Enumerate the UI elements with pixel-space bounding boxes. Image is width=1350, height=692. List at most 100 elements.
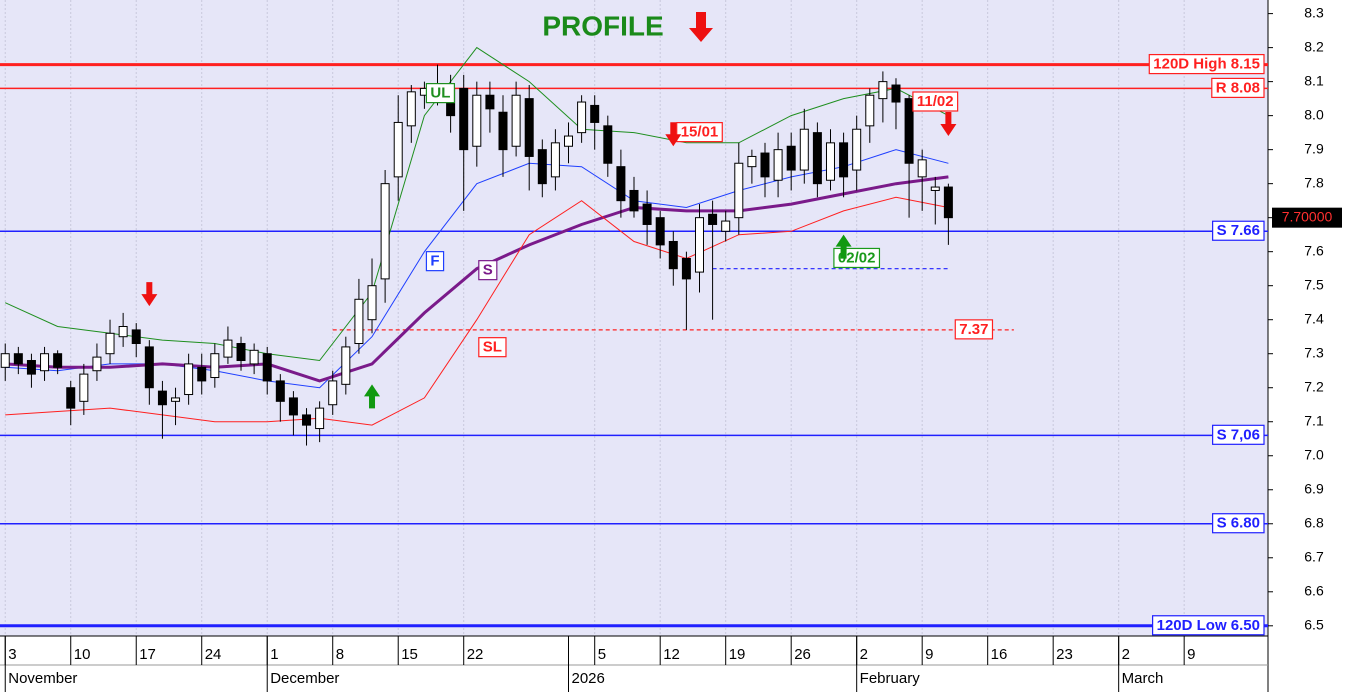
level-label-box: [1211, 77, 1265, 98]
chart-title: PROFILE: [542, 10, 663, 41]
level-label-text: 120D Low 6.50: [1157, 617, 1260, 634]
level-label-box: [1212, 513, 1265, 534]
month-label: February: [860, 670, 921, 687]
indicator-line: [5, 175, 949, 383]
annotation-box: [912, 91, 959, 112]
candle-body: [498, 111, 508, 151]
level-label-box: [1152, 615, 1265, 636]
candle-body: [629, 189, 639, 212]
candle-body: [26, 360, 36, 375]
candle-body: [655, 217, 665, 246]
candle-body: [524, 98, 534, 157]
y-tick-label: 8.3: [1304, 4, 1324, 20]
candle-body: [0, 353, 10, 368]
candle-body: [865, 94, 875, 127]
candle-body: [328, 380, 338, 406]
candle-body: [943, 186, 953, 219]
buy-arrow: [364, 384, 381, 409]
stop-level-label-box: [954, 319, 994, 340]
candle-body: [825, 142, 835, 181]
sell-arrow: [940, 112, 957, 137]
level-label-text: S 7,06: [1217, 426, 1260, 443]
line-label-text: SL: [483, 339, 502, 356]
overlays: 120D High 8.15 R 8.08 S 7.66 S 7,06 S 6.80 12…: [141, 53, 1265, 636]
candle-body: [642, 203, 652, 225]
candle-body: [105, 332, 115, 355]
x-axis-background: [0, 636, 1268, 692]
candle-body: [485, 94, 495, 110]
candle-body: [40, 353, 50, 372]
candle-body: [53, 353, 63, 368]
candle-body: [904, 98, 914, 164]
candle-body: [302, 414, 312, 426]
level-label-box: [1212, 220, 1265, 241]
candle-body: [721, 220, 731, 232]
candles: [0, 64, 953, 446]
candle-body: [197, 366, 207, 382]
month-label: 2026: [572, 670, 605, 687]
line-label-text: F: [430, 253, 439, 270]
month-label: December: [270, 670, 339, 687]
x-tick-label: 26: [794, 646, 811, 663]
candle-body: [930, 186, 940, 191]
candle-body: [459, 87, 469, 151]
x-tick-label: 3: [8, 646, 16, 663]
candle-body: [760, 152, 770, 178]
y-tick-label: 7.9: [1304, 140, 1324, 156]
title-arrow: [689, 12, 713, 42]
x-tick-label: 23: [1056, 646, 1073, 663]
candle-body: [590, 104, 600, 123]
y-tick-label: 7.8: [1304, 174, 1324, 190]
candle-body: [393, 121, 403, 178]
candle-body: [315, 407, 325, 430]
annotation-text: 11/02: [917, 93, 954, 110]
x-tick-label: 16: [991, 646, 1008, 663]
indicator-line: [4, 46, 949, 362]
axis-background: [1268, 0, 1350, 692]
candle-body: [406, 91, 416, 127]
candle-body: [668, 240, 678, 270]
level-label-text: S 6.80: [1217, 515, 1260, 532]
candle-body: [577, 101, 587, 134]
line-label-text: UL: [430, 85, 450, 102]
candle-body: [537, 149, 547, 185]
y-tick-label: 7.6: [1304, 242, 1324, 258]
x-tick-label: 19: [729, 646, 746, 663]
annotation-box: [676, 122, 723, 143]
candle-body: [184, 363, 194, 396]
x-tick-label: 8: [336, 646, 344, 663]
candle-body: [66, 387, 76, 409]
candle-body: [210, 353, 220, 379]
y-tick-label: 7.1: [1304, 412, 1324, 428]
y-tick-label: 6.8: [1304, 514, 1324, 530]
candle-body: [131, 329, 141, 345]
y-tick-label: 6.5: [1304, 616, 1324, 632]
candle-body: [799, 128, 809, 171]
candle-body: [92, 356, 102, 372]
level-label-box: [1212, 424, 1265, 445]
x-tick-label: 12: [663, 646, 680, 663]
candle-body: [694, 217, 704, 273]
candle-body: [681, 257, 691, 280]
candle-body: [275, 380, 285, 402]
candle-body: [917, 159, 927, 178]
candle-body: [852, 128, 862, 171]
axes: 8.38.28.18.07.97.87.77.67.57.47.37.27.17…: [4, 4, 1342, 692]
x-tick-label: 9: [925, 646, 933, 663]
candle-body: [812, 132, 822, 185]
level-label-box: [1148, 53, 1265, 75]
line-label-box: [478, 260, 498, 281]
y-tick-label: 6.9: [1304, 480, 1324, 496]
x-tick-label: 10: [74, 646, 91, 663]
last-price-label: 7.70000: [1282, 208, 1333, 224]
plot-background: [0, 0, 1268, 636]
month-label: November: [8, 670, 77, 687]
candle-body: [288, 397, 298, 416]
candle-body: [708, 213, 718, 225]
candle-body: [616, 166, 626, 202]
candle-body: [564, 135, 574, 147]
candle-body: [786, 145, 796, 171]
x-tick-label: 15: [401, 646, 418, 663]
horizontal-lines: [0, 63, 1268, 628]
